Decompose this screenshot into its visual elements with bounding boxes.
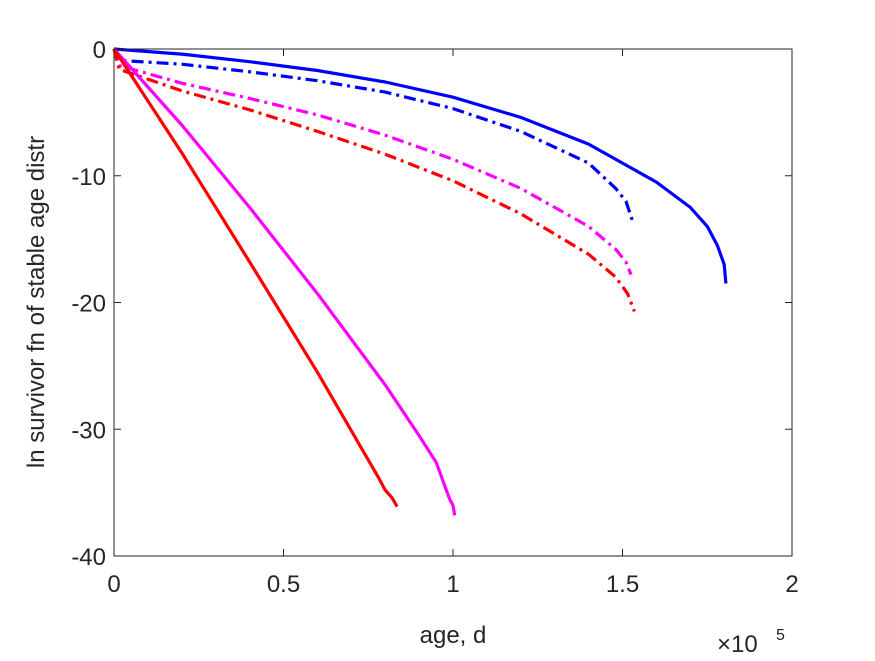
series-line-6 xyxy=(112,48,399,508)
y-tick-label: -30 xyxy=(71,417,106,444)
x-exponent-base: ×10 xyxy=(717,631,758,656)
series-line-2 xyxy=(112,48,635,222)
x-exponent-label: ×10 5 xyxy=(717,627,785,658)
series-line-3 xyxy=(112,48,633,276)
x-axis-ticks: 0 0.5 1 1.5 2 xyxy=(107,49,799,598)
series-line-5 xyxy=(112,47,457,516)
plot-area xyxy=(112,47,793,557)
y-tick-label: 0 xyxy=(93,37,106,64)
series-line-1 xyxy=(113,47,728,284)
y-axis-ticks: 0 -10 -20 -30 -40 xyxy=(71,37,792,571)
y-tick-label: -40 xyxy=(71,544,106,571)
series-layer xyxy=(112,47,728,516)
x-tick-label: 1.5 xyxy=(606,571,639,598)
x-tick-label: 0 xyxy=(107,571,120,598)
x-tick-label: 2 xyxy=(785,571,798,598)
x-tick-label: 0.5 xyxy=(267,571,300,598)
x-axis-label: age, d xyxy=(420,622,487,649)
x-tick-label: 1 xyxy=(446,571,459,598)
y-tick-label: -20 xyxy=(71,291,106,318)
y-axis-label: ln survivor fn of stable age distr xyxy=(23,136,50,468)
plot-background xyxy=(114,49,792,556)
series-line-4 xyxy=(112,48,636,312)
x-exponent-power: 5 xyxy=(776,627,785,644)
y-tick-label: -10 xyxy=(71,164,106,191)
